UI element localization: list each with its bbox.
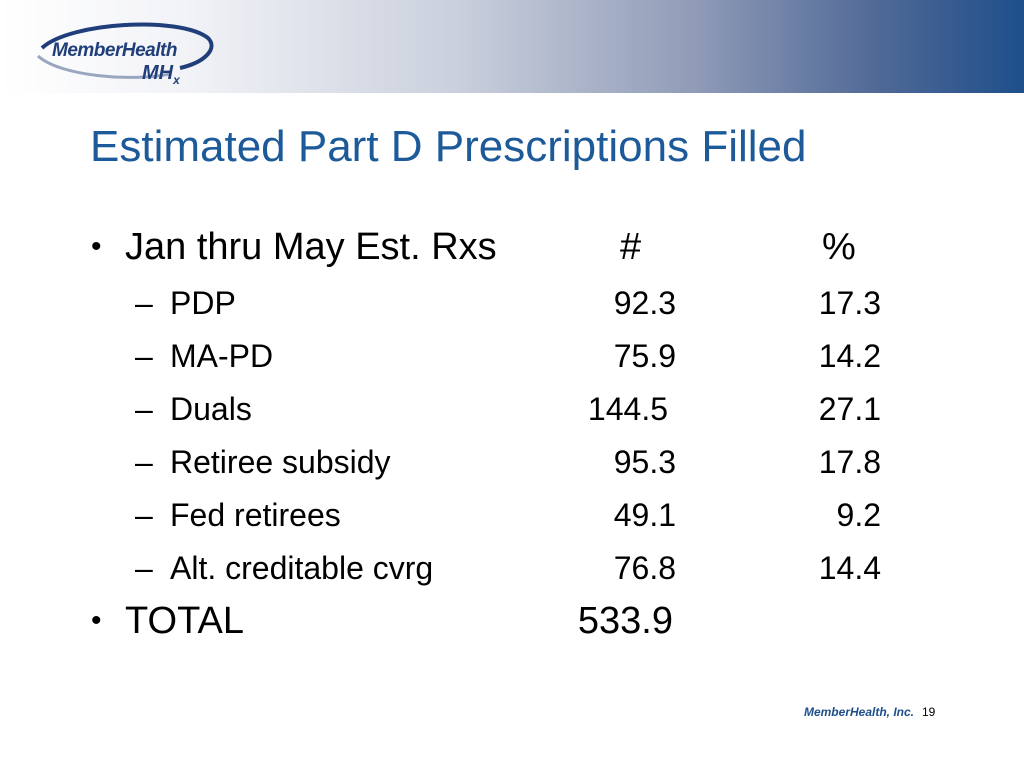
row-label: Duals	[170, 391, 252, 427]
logo-monogram-sub: x	[173, 73, 180, 87]
dash-marker: –	[135, 444, 153, 480]
list-item: – Fed retirees 49.1 9.2	[0, 497, 1024, 547]
page-number: 19	[922, 705, 936, 719]
heading-label: Jan thru May Est. Rxs	[125, 226, 497, 268]
dash-marker: –	[135, 550, 153, 586]
logo-wordmark: MemberHealth	[52, 40, 177, 61]
header-band	[0, 0, 1024, 93]
dash-marker: –	[135, 391, 153, 427]
heading-row: • Jan thru May Est. Rxs # %	[0, 226, 1024, 276]
row-percent: 17.8	[818, 444, 881, 480]
list-item: – MA-PD 75.9 14.2	[0, 338, 1024, 388]
row-label: Retiree subsidy	[170, 444, 391, 480]
row-label: PDP	[170, 285, 236, 321]
logo-monogram: MHx	[142, 62, 180, 87]
memberhealth-logo: MemberHealth MHx	[30, 18, 220, 90]
slide-title: Estimated Part D Prescriptions Filled	[90, 122, 807, 171]
row-count: 49.1	[613, 497, 676, 533]
footer-company: MemberHealth, Inc.	[803, 705, 914, 719]
row-label: MA-PD	[170, 338, 274, 374]
bullet: •	[91, 604, 102, 637]
total-row: • TOTAL 533.9	[0, 600, 1024, 650]
row-count: 144.5	[587, 391, 668, 427]
logo-swoosh-icon	[36, 22, 214, 79]
column-header-count: #	[620, 226, 642, 268]
total-label: TOTAL	[125, 600, 244, 642]
bullet: •	[91, 230, 102, 263]
column-header-percent: %	[822, 226, 856, 268]
row-count: 76.8	[613, 550, 676, 586]
list-item: – Retiree subsidy 95.3 17.8	[0, 444, 1024, 494]
dash-marker: –	[135, 497, 153, 533]
list-item: – Duals 144.5 27.1	[0, 391, 1024, 441]
row-count: 92.3	[613, 285, 676, 321]
list-item: – Alt. creditable cvrg 76.8 14.4	[0, 550, 1024, 600]
row-percent: 14.2	[818, 338, 881, 374]
row-label: Fed retirees	[170, 497, 341, 533]
row-percent: 17.3	[818, 285, 881, 321]
logo-monogram-text: MH	[142, 62, 174, 84]
row-count: 75.9	[613, 338, 676, 374]
row-percent: 27.1	[818, 391, 881, 427]
row-percent: 14.4	[818, 550, 881, 586]
dash-marker: –	[135, 285, 153, 321]
row-count: 95.3	[613, 444, 676, 480]
list-item: – PDP 92.3 17.3	[0, 285, 1024, 335]
total-count: 533.9	[577, 600, 673, 642]
row-label: Alt. creditable cvrg	[170, 550, 434, 586]
dash-marker: –	[135, 338, 153, 374]
row-percent: 9.2	[836, 497, 881, 533]
